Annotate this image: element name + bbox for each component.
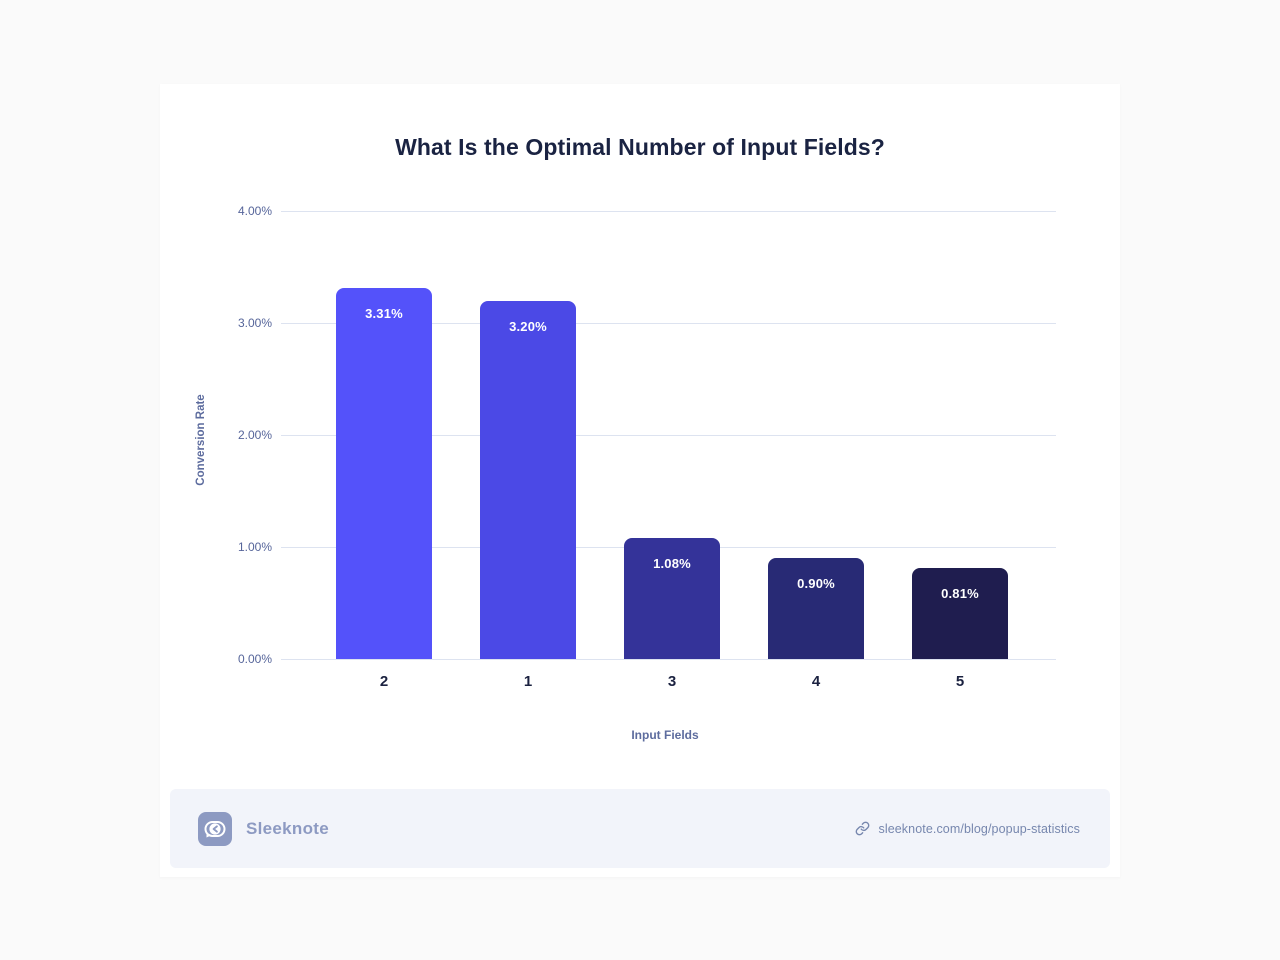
sleeknote-logo-icon [198, 811, 232, 846]
bar-2: 3.31% [336, 288, 432, 659]
chart-title: What Is the Optimal Number of Input Fiel… [395, 134, 885, 160]
plot-area: 0.00% 1.00% 2.00% 3.00% 4.00% 3.31% 2 3.20% 1 1.0… [238, 204, 1056, 690]
y-tick-label: 4.00% [237, 204, 272, 218]
bar-4: 0.90% [768, 558, 864, 659]
y-tick-label: 0.00% [237, 652, 272, 666]
gridline [281, 323, 1056, 324]
gridline [281, 211, 1056, 212]
bar-5: 0.81% [912, 568, 1008, 659]
x-tick-label: 5 [955, 673, 965, 690]
link-icon [856, 821, 870, 836]
x-tick-label: 3 [667, 673, 677, 690]
x-axis-title: Input Fields [631, 728, 699, 742]
x-tick-label: 2 [379, 673, 389, 690]
source-link-text: sleeknote.com/blog/popup-statistics [878, 821, 1080, 836]
x-tick-label: 4 [811, 673, 821, 690]
y-tick-label: 1.00% [237, 540, 272, 554]
footer-bar: Sleeknote sleeknote.com/blog/popup-stati… [170, 789, 1110, 868]
bar-value-label: 3.31% [365, 306, 403, 322]
bar-value-label: 0.90% [797, 576, 835, 592]
brand-group: Sleeknote [198, 789, 329, 868]
x-tick-label: 1 [523, 673, 533, 690]
y-tick-label: 2.00% [237, 428, 272, 442]
bar-value-label: 0.81% [941, 586, 979, 602]
chart-card: What Is the Optimal Number of Input Fiel… [160, 84, 1120, 877]
gridline [281, 659, 1056, 660]
brand-name: Sleeknote [246, 818, 330, 838]
y-tick-label: 3.00% [237, 316, 272, 330]
bar-3: 1.08% [624, 538, 720, 659]
source-link[interactable]: sleeknote.com/blog/popup-statistics [855, 789, 1080, 868]
gridline [281, 435, 1056, 436]
bar-value-label: 1.08% [653, 556, 691, 572]
bar-value-label: 3.20% [509, 318, 547, 334]
bar-1: 3.20% [480, 300, 576, 659]
